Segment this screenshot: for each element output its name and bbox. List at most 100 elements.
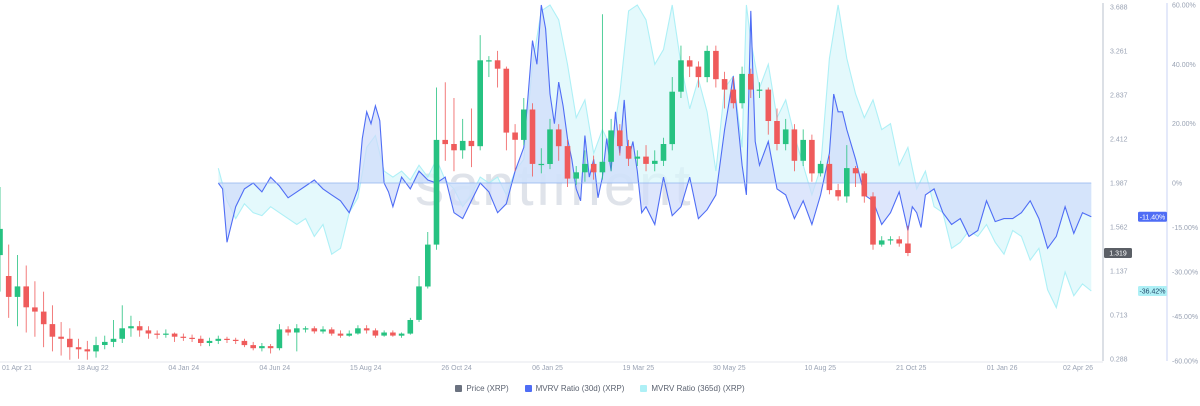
x-axis-tick: 04 Jan 24 bbox=[168, 365, 199, 372]
price-candle-body bbox=[625, 146, 632, 159]
mvrv-30d-series bbox=[217, 4, 1092, 250]
price-candle-body bbox=[232, 339, 239, 341]
price-candle-body bbox=[67, 338, 73, 348]
price-candle-body bbox=[171, 333, 178, 337]
price-candle-body bbox=[372, 330, 379, 336]
price-candle-body bbox=[713, 50, 719, 80]
price-candle-body bbox=[494, 60, 501, 69]
price-candle-body bbox=[433, 139, 440, 245]
price-axis-tick: 3.261 bbox=[1110, 49, 1128, 56]
legend-item-mvrv-30d[interactable]: MVRV Ratio (30d) (XRP) bbox=[524, 384, 624, 393]
price-candle-body bbox=[75, 347, 82, 350]
price-candle-body bbox=[512, 132, 518, 140]
price-candle-body bbox=[206, 340, 213, 343]
price-candle-body bbox=[905, 243, 911, 253]
price-candle-body bbox=[852, 168, 859, 174]
x-axis-tick: 06 Jan 25 bbox=[532, 365, 563, 372]
price-candle-body bbox=[337, 333, 344, 336]
price-candle-body bbox=[302, 328, 309, 330]
price-candle-body bbox=[398, 333, 405, 336]
price-candle-body bbox=[425, 244, 431, 287]
price-axis-tick: 1.562 bbox=[1110, 225, 1128, 232]
price-candle-body bbox=[128, 326, 134, 329]
price-candle-body bbox=[189, 337, 195, 339]
price-candle-body bbox=[817, 163, 824, 174]
legend-swatch-mvrv-365d bbox=[640, 385, 648, 392]
price-candle-body bbox=[765, 89, 772, 121]
current-price-label: 1.319 bbox=[1109, 251, 1127, 258]
price-candle-body bbox=[294, 328, 300, 333]
x-axis-tick: 02 Apr 26 bbox=[1063, 365, 1093, 372]
price-candle-body bbox=[468, 140, 475, 147]
price-candle-body bbox=[328, 329, 335, 334]
price-candle-body bbox=[887, 239, 894, 241]
price-candle-body bbox=[739, 73, 745, 104]
price-candle-body bbox=[643, 156, 649, 164]
price-candle-body bbox=[608, 130, 614, 162]
price-candle-body bbox=[416, 286, 422, 320]
price-axis-tick: 0.288 bbox=[1110, 357, 1128, 364]
price-candle-body bbox=[180, 336, 187, 338]
price-candles bbox=[0, 14, 911, 360]
price-candle-body bbox=[102, 341, 108, 345]
price-candle-body bbox=[721, 79, 728, 90]
mvrv-axis-tick: -45.00% bbox=[1172, 314, 1198, 321]
x-axis-tick: 01 Apr 21 bbox=[2, 365, 32, 372]
price-candle-body bbox=[774, 121, 780, 144]
price-candle-body bbox=[878, 240, 885, 245]
price-candle-body bbox=[809, 139, 815, 174]
price-candle-body bbox=[154, 333, 160, 335]
legend-item-price[interactable]: Price (XRP) bbox=[455, 384, 509, 393]
price-axis-tick: 3.688 bbox=[1110, 5, 1128, 12]
price-axis-tick: 1.137 bbox=[1110, 269, 1128, 276]
price-candle-body bbox=[381, 332, 387, 336]
price-candle-body bbox=[407, 320, 414, 334]
mvrv-axis-tick: 0% bbox=[1172, 181, 1182, 188]
x-axis-tick: 30 May 25 bbox=[713, 365, 746, 372]
price-candle-body bbox=[486, 60, 492, 62]
mvrv-axis-tick: 20.00% bbox=[1172, 121, 1196, 128]
price-candle-body bbox=[791, 129, 798, 161]
price-candle-body bbox=[555, 129, 562, 147]
price-candle-body bbox=[390, 332, 396, 336]
price-axis-tick: 2.412 bbox=[1110, 137, 1128, 144]
price-candle-body bbox=[652, 160, 658, 164]
price-candle-body bbox=[259, 346, 265, 349]
price-candle-body bbox=[267, 346, 274, 349]
price-candle-body bbox=[355, 328, 361, 334]
x-axis-tick: 19 Mar 25 bbox=[623, 365, 655, 372]
price-candle-body bbox=[564, 146, 571, 179]
price-candle-body bbox=[782, 129, 789, 145]
price-candle-body bbox=[599, 161, 606, 173]
legend-item-mvrv-365d[interactable]: MVRV Ratio (365d) (XRP) bbox=[640, 384, 745, 393]
price-candle-body bbox=[32, 307, 38, 312]
x-axis-tick: 15 Aug 24 bbox=[350, 365, 382, 372]
price-candle-body bbox=[241, 340, 248, 346]
legend-swatch-price bbox=[455, 385, 463, 392]
price-candle-body bbox=[119, 328, 125, 339]
current-mvrv-365d-badge bbox=[1138, 286, 1167, 296]
price-axis-tick: 1.987 bbox=[1110, 181, 1128, 188]
axes: 3.688 3.261 2.837 2.412 1.987 1.562 1.137 0.713… bbox=[0, 3, 1198, 372]
price-candle-body bbox=[363, 328, 370, 331]
x-axis-tick: 21 Oct 25 bbox=[896, 365, 926, 372]
x-axis-tick: 10 Aug 25 bbox=[805, 365, 837, 372]
price-candle-body bbox=[23, 286, 29, 308]
price-candle-body bbox=[835, 190, 841, 197]
price-candle-body bbox=[861, 173, 868, 197]
price-candle-body bbox=[215, 338, 222, 341]
price-axis-tick: 2.837 bbox=[1110, 93, 1128, 100]
mvrv-axis-tick: -60.00% bbox=[1172, 359, 1198, 366]
mvrv-axis-tick: 60.00% bbox=[1172, 3, 1196, 10]
price-candle-body bbox=[49, 324, 56, 337]
price-candle-body bbox=[442, 139, 448, 145]
price-candle-body bbox=[590, 163, 597, 173]
price-candle-body bbox=[224, 338, 230, 340]
price-candle-body bbox=[800, 139, 806, 161]
x-axis-tick: 26 Oct 24 bbox=[441, 365, 471, 372]
price-candle-body bbox=[634, 156, 641, 159]
legend-swatch-mvrv-30d bbox=[524, 385, 532, 392]
price-candle-body bbox=[660, 144, 667, 161]
price-candle-body bbox=[748, 73, 754, 90]
